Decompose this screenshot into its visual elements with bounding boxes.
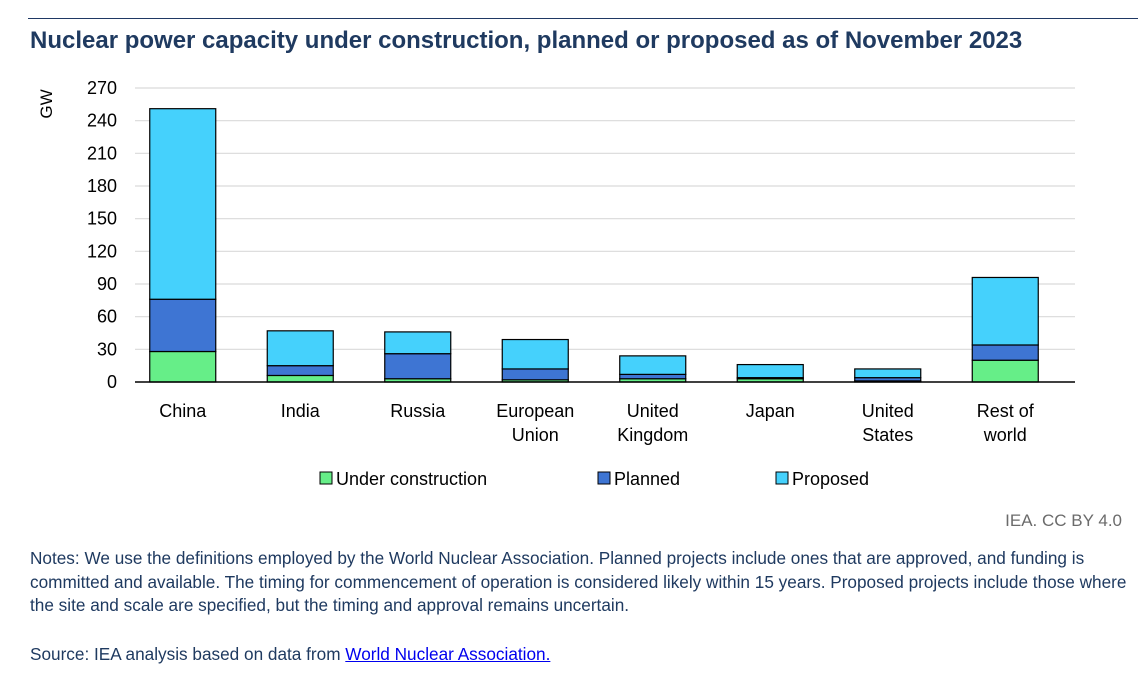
bar-under-construction — [149, 350, 217, 383]
source-line: Source: IEA analysis based on data from … — [30, 644, 550, 665]
bar-proposed — [736, 363, 804, 379]
bar-planned — [501, 368, 569, 381]
bar-planned — [266, 365, 334, 377]
y-tick-label: 30 — [97, 339, 117, 359]
y-tick-label: 0 — [107, 372, 117, 392]
x-tick-label: European — [496, 401, 574, 421]
y-tick-label: 90 — [97, 274, 117, 294]
bar-planned — [619, 373, 687, 380]
y-tick-label: 180 — [87, 176, 117, 196]
notes-text: Notes: We use the definitions employed b… — [30, 548, 1127, 615]
x-tick-label: Union — [512, 425, 559, 445]
bar-under-construction — [971, 359, 1039, 383]
stacked-bar-chart: 0 30 60 90 120 150 180 210 240 270 GW China India Rus… — [37, 78, 1075, 489]
x-tick-label: Kingdom — [617, 425, 688, 445]
x-tick-label: China — [159, 401, 207, 421]
legend-swatch — [597, 471, 611, 485]
bar-planned — [384, 353, 452, 380]
source-link[interactable]: World Nuclear Association. — [345, 644, 551, 664]
bar-planned — [971, 344, 1039, 361]
y-tick-label: 240 — [87, 111, 117, 131]
source-prefix: Source: IEA analysis based on data from — [30, 644, 346, 664]
legend-swatch — [319, 471, 333, 485]
x-tick-label: United — [627, 401, 679, 421]
credit-text: IEA. CC BY 4.0 — [1005, 511, 1122, 530]
x-tick-label: world — [983, 425, 1027, 445]
bar-under-construction — [266, 374, 334, 383]
bar-proposed — [384, 331, 452, 355]
y-tick-label: 60 — [97, 307, 117, 327]
x-tick-label: Russia — [390, 401, 446, 421]
y-tick-label: 210 — [87, 143, 117, 163]
x-tick-label: Rest of — [977, 401, 1035, 421]
legend-label: Proposed — [792, 469, 869, 489]
chart-title: Nuclear power capacity under constructio… — [30, 27, 1023, 54]
bar-proposed — [266, 330, 334, 367]
y-tick-label: 150 — [87, 209, 117, 229]
legend-label: Planned — [614, 469, 680, 489]
x-tick-label: States — [862, 425, 913, 445]
y-tick-label: 270 — [87, 78, 117, 98]
legend-label: Under construction — [336, 469, 487, 489]
bar-planned — [149, 298, 217, 353]
y-tick-label: 120 — [87, 241, 117, 261]
top-rule — [28, 18, 1138, 19]
x-tick-label: India — [281, 401, 321, 421]
x-tick-label: Japan — [746, 401, 795, 421]
y-axis-label: GW — [37, 89, 56, 118]
bar-proposed — [149, 108, 217, 300]
legend-swatch — [775, 471, 789, 485]
x-tick-label: United — [862, 401, 914, 421]
bar-proposed — [971, 276, 1039, 346]
bar-proposed — [854, 368, 922, 379]
bar-proposed — [501, 338, 569, 370]
bar-proposed — [619, 355, 687, 375]
